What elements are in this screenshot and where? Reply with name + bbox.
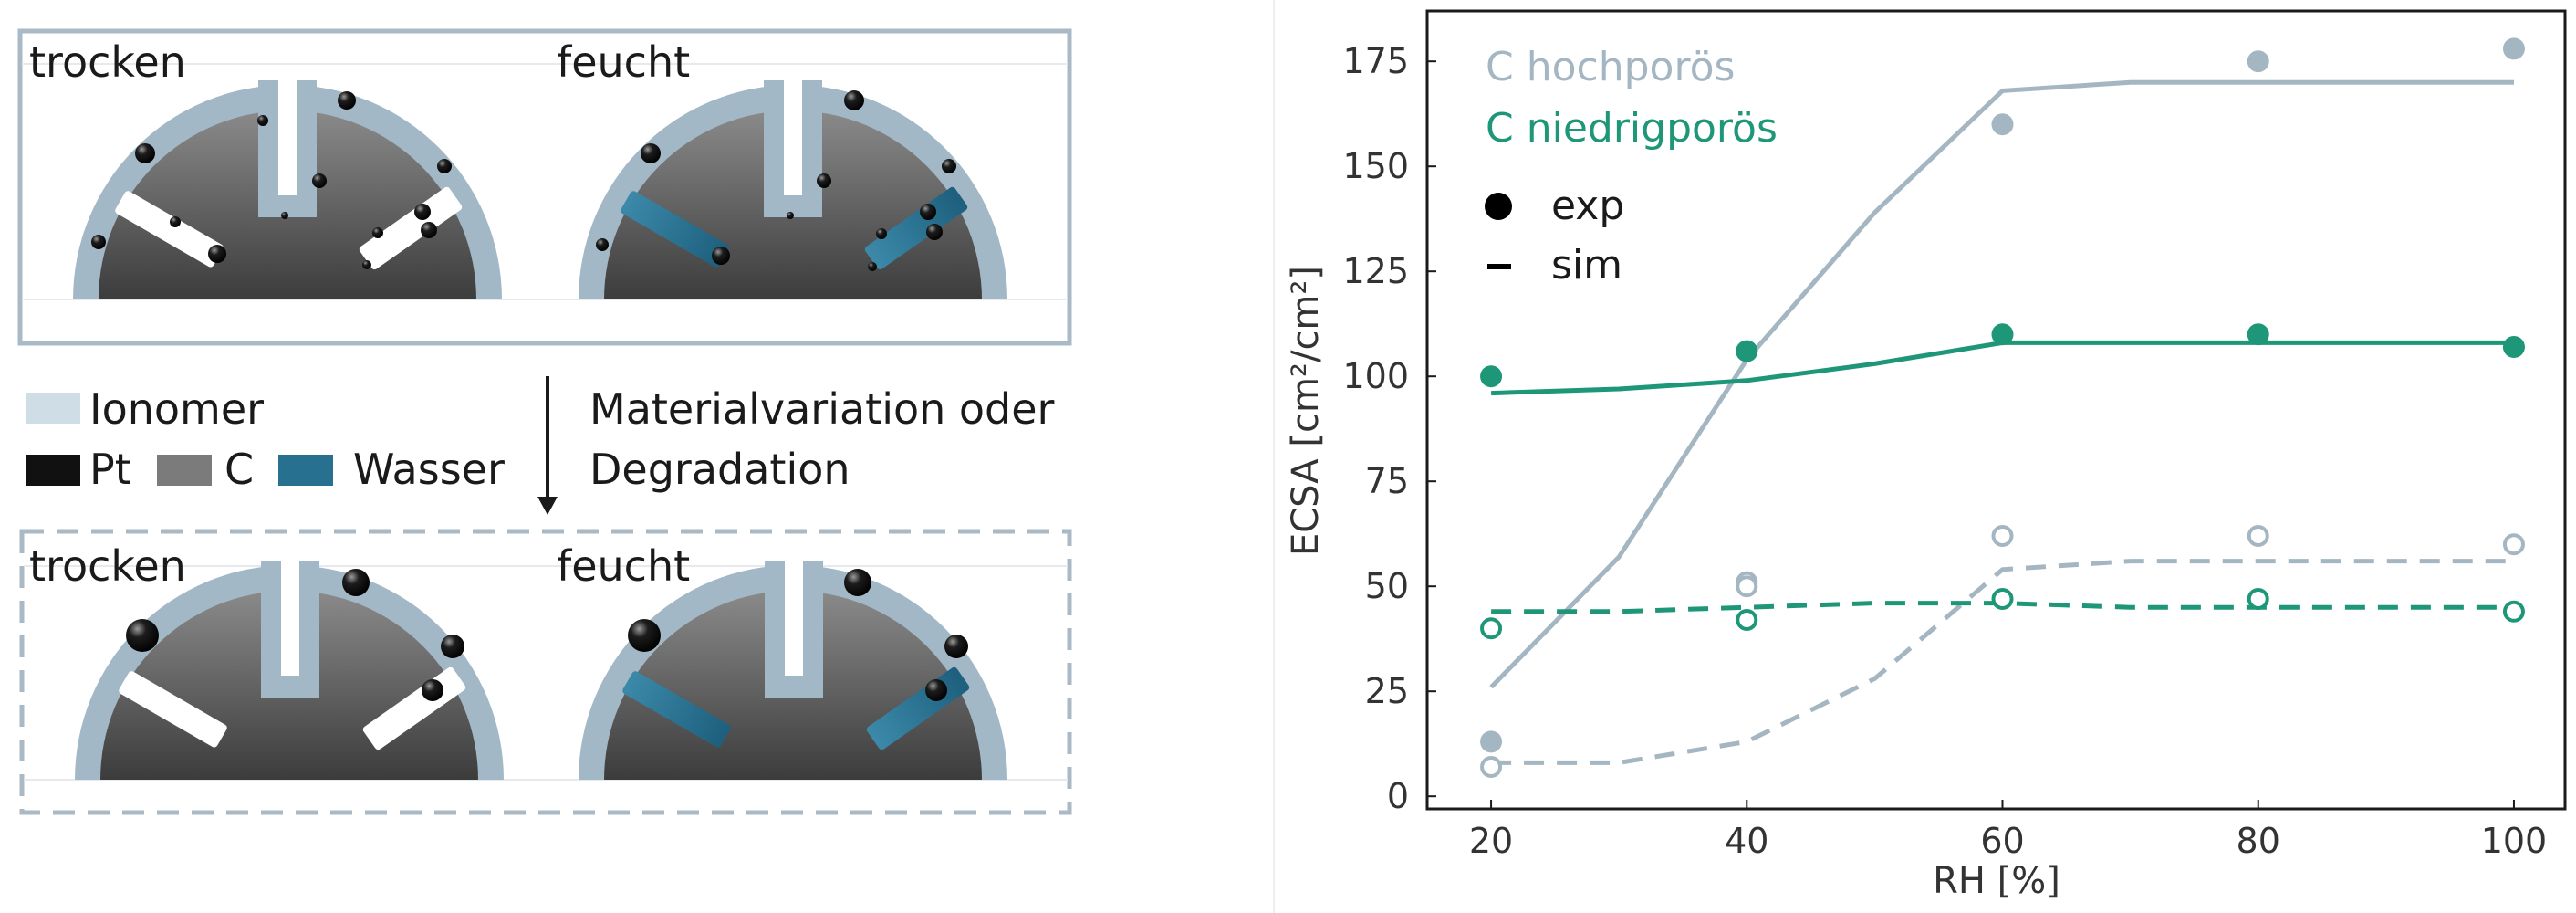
water-pore-right	[864, 186, 968, 270]
fit-line-niedrigporoes	[1491, 340, 2514, 396]
pore-right	[359, 186, 463, 270]
legend-ionomer-label: Ionomer	[89, 384, 264, 434]
y-tick-label: 100	[1342, 356, 1409, 396]
y-axis-label: ECSA [cm²/cm²]	[1285, 266, 1327, 556]
water-pore-left	[622, 671, 731, 748]
exp-point-niedrigporoes	[2247, 323, 2269, 346]
y-tick-label: 0	[1387, 776, 1409, 816]
x-tick-label: 100	[2481, 821, 2548, 861]
exp-open-point-niedrigporoes	[2502, 600, 2525, 623]
x-tick-label: 60	[1980, 821, 2024, 861]
legend-series-niedrigporoes: C niedrigporös	[1486, 105, 1778, 152]
exp-open-point-hochporoes	[2247, 525, 2269, 547]
y-tick-label: 50	[1365, 566, 1409, 606]
sim-line-hochporoes	[1491, 559, 2514, 765]
plot-frame	[1425, 9, 2567, 811]
legend-c-label: C	[224, 445, 254, 494]
x-tick-label: 20	[1469, 821, 1513, 861]
transition-arrow	[537, 376, 558, 515]
pt-particles	[596, 90, 956, 271]
fit-line-hochporoes	[1489, 79, 2514, 689]
water-pore-left	[621, 191, 729, 268]
chart: 20 40 60 80 100 0 25 50 75 100 125 150 175 RH [%] EC…	[1285, 9, 2567, 902]
y-tick-label: 150	[1342, 146, 1409, 186]
legend-water-swatch	[278, 455, 333, 486]
series-niedrigporoes	[1480, 323, 2525, 640]
legend-pt-swatch	[26, 455, 80, 486]
chart-legend: C hochporös C niedrigporös exp sim	[1485, 44, 1778, 289]
exp-point-niedrigporoes	[1991, 323, 2014, 346]
legend-series-hochporoes: C hochporös	[1486, 44, 1735, 90]
exp-point-hochporoes	[2247, 50, 2269, 73]
particle-top-left	[73, 80, 502, 299]
exp-point-niedrigporoes	[1480, 365, 1503, 388]
y-tick-label: 175	[1342, 41, 1409, 81]
top-left-label: trocken	[29, 37, 186, 87]
legend-pt-label: Pt	[89, 445, 131, 494]
pt-particles	[91, 91, 452, 269]
y-tick-label: 125	[1342, 251, 1409, 291]
legend-exp-marker	[1485, 193, 1512, 220]
legend-sim-label: sim	[1551, 242, 1622, 289]
pt-particles	[126, 569, 464, 701]
x-tick-label: 80	[2237, 821, 2280, 861]
exp-open-point-hochporoes	[2502, 533, 2525, 556]
schematic: trocken feucht	[17, 28, 1072, 815]
particle-bottom-right	[579, 561, 1007, 780]
particle-bottom-left	[75, 561, 504, 780]
series-hochporoes	[1480, 37, 2525, 778]
x-axis-label: RH [%]	[1933, 860, 2060, 902]
legend-exp-label: exp	[1551, 183, 1624, 229]
exp-point-niedrigporoes	[1736, 340, 1758, 362]
arrow-label-line2: Degradation	[589, 445, 850, 494]
exp-point-hochporoes	[2502, 37, 2525, 60]
exp-open-point-niedrigporoes	[2247, 588, 2269, 610]
pore-left	[115, 191, 224, 268]
exp-open-point-niedrigporoes	[1736, 609, 1758, 631]
bottom-right-label: feucht	[557, 541, 690, 591]
top-right-label: feucht	[557, 37, 690, 87]
exp-point-hochporoes	[1991, 113, 2014, 136]
legend-ionomer-swatch	[26, 393, 80, 424]
axis-ticks: 20 40 60 80 100 0 25 50 75 100 125 150 175	[1342, 41, 2547, 861]
legend-water-label: Wasser	[353, 445, 505, 494]
exp-point-hochporoes	[1480, 730, 1503, 753]
exp-open-point-hochporoes	[1480, 756, 1503, 778]
particle-top-right	[579, 80, 1007, 299]
arrow-label-line1: Materialvariation oder	[589, 384, 1055, 434]
exp-open-point-niedrigporoes	[1480, 617, 1503, 640]
exp-point-niedrigporoes	[2502, 336, 2525, 358]
y-tick-label: 75	[1365, 461, 1409, 501]
x-tick-label: 40	[1725, 821, 1768, 861]
exp-open-point-niedrigporoes	[1991, 588, 2014, 610]
bottom-panel-frame	[19, 529, 1072, 815]
bottom-left-label: trocken	[29, 541, 186, 591]
series-layer	[1480, 37, 2525, 778]
diagram-legend: Ionomer Pt C Wasser	[26, 384, 505, 494]
pore-left	[119, 671, 227, 748]
pt-particles	[628, 569, 968, 701]
y-tick-label: 25	[1365, 671, 1409, 711]
exp-open-point-hochporoes	[1736, 575, 1758, 598]
top-panel-frame	[17, 28, 1072, 346]
legend-c-swatch	[157, 455, 212, 486]
exp-open-point-hochporoes	[1991, 525, 2014, 547]
